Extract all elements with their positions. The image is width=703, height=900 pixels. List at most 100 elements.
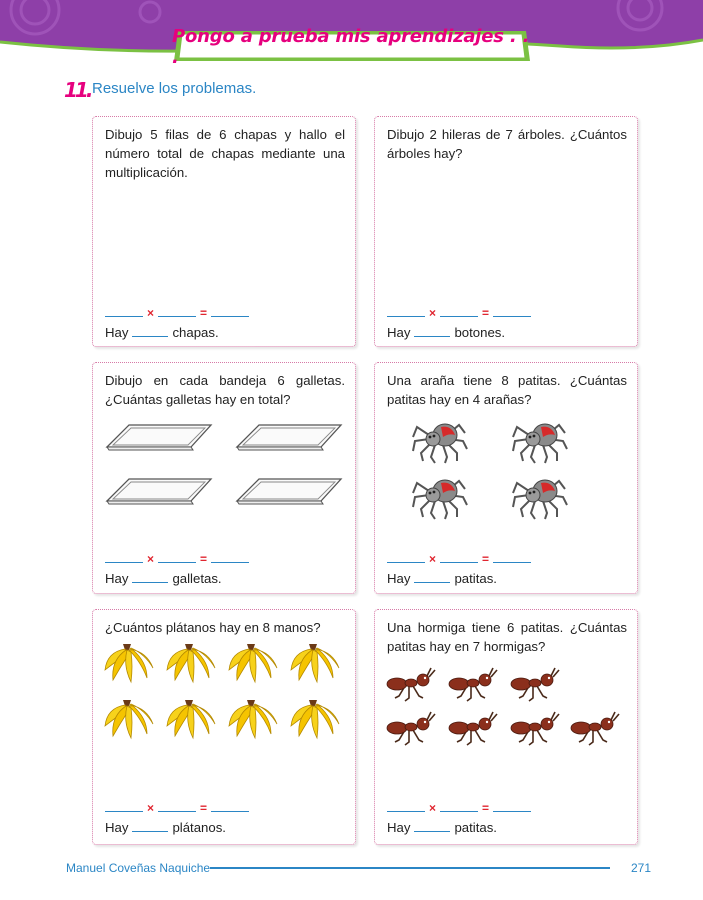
equation-line: × = bbox=[105, 305, 250, 321]
answer-prefix: Hay bbox=[387, 325, 411, 340]
problem-question: Dibujo 2 hileras de 7 árboles. ¿Cuántos … bbox=[387, 127, 627, 161]
problem-card-3: Dibujo en cada bandeja 6 galletas. ¿Cuán… bbox=[92, 362, 356, 594]
answer-unit: chapas. bbox=[172, 325, 219, 340]
banana-bunch-icon bbox=[104, 643, 154, 683]
spider-illustrations bbox=[412, 423, 568, 520]
times-sign: × bbox=[429, 801, 437, 815]
answer-blank[interactable] bbox=[158, 800, 197, 812]
banana-bunch-icon bbox=[290, 643, 340, 683]
ant-icon bbox=[386, 711, 436, 746]
spider-icon bbox=[412, 479, 468, 520]
answer-blank[interactable] bbox=[440, 305, 479, 317]
spider-icon bbox=[412, 423, 468, 464]
answer-unit: galletas. bbox=[172, 571, 222, 586]
problem-card-4: Una araña tiene 8 patitas. ¿Cuántas pati… bbox=[374, 362, 638, 594]
answer-blank[interactable] bbox=[493, 305, 532, 317]
answer-blank[interactable] bbox=[440, 551, 479, 563]
answer-blank[interactable] bbox=[132, 820, 169, 832]
answer-blank[interactable] bbox=[211, 551, 250, 563]
exercise-number: 11. bbox=[64, 78, 93, 102]
answer-line: Hay plátanos. bbox=[105, 820, 226, 835]
ant-icon bbox=[510, 711, 560, 746]
answer-prefix: Hay bbox=[387, 820, 411, 835]
times-sign: × bbox=[429, 306, 437, 320]
answer-blank[interactable] bbox=[414, 325, 451, 337]
answer-blank[interactable] bbox=[387, 305, 425, 317]
equals-sign: = bbox=[482, 306, 490, 320]
banana-illustrations bbox=[104, 643, 340, 739]
equation-line: × = bbox=[387, 800, 532, 816]
tray-icon bbox=[106, 424, 212, 451]
times-sign: × bbox=[429, 552, 437, 566]
answer-unit: plátanos. bbox=[172, 820, 226, 835]
tray-illustrations bbox=[106, 424, 342, 505]
answer-blank[interactable] bbox=[158, 551, 197, 563]
tray-icon bbox=[236, 478, 342, 505]
equals-sign: = bbox=[482, 801, 490, 815]
answer-blank[interactable] bbox=[414, 571, 451, 583]
answer-line: Hay galletas. bbox=[105, 571, 222, 586]
banana-bunch-icon bbox=[104, 699, 154, 739]
banana-bunch-icon bbox=[166, 699, 216, 739]
problem-question: Una araña tiene 8 patitas. ¿Cuántas pati… bbox=[387, 373, 627, 407]
answer-blank[interactable] bbox=[387, 800, 425, 812]
spider-icon bbox=[512, 423, 568, 464]
problem-card-6: Una hormiga tiene 6 patitas. ¿Cuántas pa… bbox=[374, 609, 638, 845]
answer-blank[interactable] bbox=[211, 305, 250, 317]
tray-icon bbox=[236, 424, 342, 451]
answer-line: Hay chapas. bbox=[105, 325, 219, 340]
answer-blank[interactable] bbox=[493, 800, 532, 812]
title-banner bbox=[174, 31, 530, 61]
problem-question: Dibujo 5 filas de 6 chapas y hallo el nú… bbox=[105, 127, 345, 180]
equals-sign: = bbox=[200, 552, 208, 566]
page-number: 271 bbox=[631, 861, 652, 875]
answer-unit: patitas. bbox=[454, 820, 497, 835]
equation-line: × = bbox=[387, 305, 532, 321]
ant-icon bbox=[448, 667, 498, 702]
ant-icon bbox=[386, 667, 436, 702]
ant-illustrations bbox=[386, 667, 620, 746]
times-sign: × bbox=[147, 801, 155, 815]
banana-bunch-icon bbox=[228, 699, 278, 739]
answer-prefix: Hay bbox=[105, 325, 129, 340]
answer-prefix: Hay bbox=[387, 571, 411, 586]
answer-blank[interactable] bbox=[132, 571, 169, 583]
answer-line: Hay patitas. bbox=[387, 571, 497, 586]
ant-icon bbox=[570, 711, 620, 746]
page-title: Pongo a prueba mis aprendizajes . . . bbox=[172, 26, 530, 68]
answer-blank[interactable] bbox=[158, 305, 197, 317]
equation-line: × = bbox=[105, 551, 250, 567]
banana-bunch-icon bbox=[290, 699, 340, 739]
footer-author: Manuel Coveñas Naquiche bbox=[66, 861, 211, 875]
ant-icon bbox=[510, 667, 560, 702]
answer-unit: botones. bbox=[454, 325, 506, 340]
answer-blank[interactable] bbox=[132, 325, 169, 337]
answer-blank[interactable] bbox=[387, 551, 425, 563]
problem-card-1: Dibujo 5 filas de 6 chapas y hallo el nú… bbox=[92, 116, 356, 347]
problem-question: ¿Cuántos plátanos hay en 8 manos? bbox=[105, 620, 321, 635]
exercise-instruction: Resuelve los problemas. bbox=[92, 80, 257, 97]
answer-line: Hay botones. bbox=[387, 325, 505, 340]
answer-line: Hay patitas. bbox=[387, 820, 497, 835]
banana-bunch-icon bbox=[166, 643, 216, 683]
problem-question: Dibujo en cada bandeja 6 galletas. ¿Cuán… bbox=[105, 373, 345, 407]
answer-blank[interactable] bbox=[493, 551, 532, 563]
problem-card-2: Dibujo 2 hileras de 7 árboles. ¿Cuántos … bbox=[374, 116, 638, 347]
answer-prefix: Hay bbox=[105, 820, 129, 835]
answer-blank[interactable] bbox=[105, 800, 143, 812]
banana-bunch-icon bbox=[228, 643, 278, 683]
answer-blank[interactable] bbox=[211, 800, 250, 812]
answer-unit: patitas. bbox=[454, 571, 497, 586]
answer-blank[interactable] bbox=[414, 820, 451, 832]
equals-sign: = bbox=[482, 552, 490, 566]
answer-blank[interactable] bbox=[440, 800, 479, 812]
ant-icon bbox=[448, 711, 498, 746]
equals-sign: = bbox=[200, 801, 208, 815]
equals-sign: = bbox=[200, 306, 208, 320]
times-sign: × bbox=[147, 306, 155, 320]
problem-question: Una hormiga tiene 6 patitas. ¿Cuántas pa… bbox=[387, 620, 627, 654]
tray-icon bbox=[106, 478, 212, 505]
answer-blank[interactable] bbox=[105, 305, 143, 317]
problem-card-5: ¿Cuántos plátanos hay en 8 manos? × = Hay… bbox=[92, 609, 356, 845]
answer-blank[interactable] bbox=[105, 551, 143, 563]
